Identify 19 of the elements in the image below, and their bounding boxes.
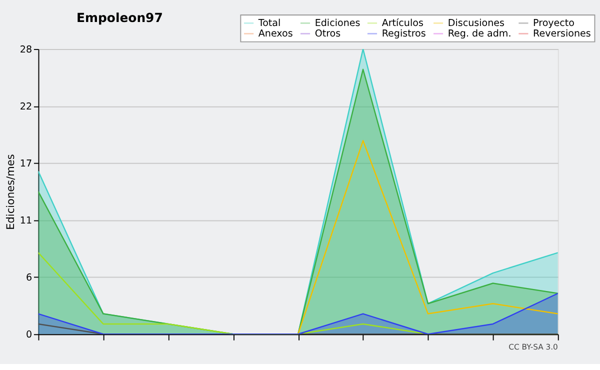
legend-label: Artículos — [382, 18, 424, 30]
legend-label: Reg. de adm. — [448, 28, 512, 40]
y-tick-label: 6 — [26, 272, 32, 284]
y-tick-label: 17 — [20, 158, 32, 170]
legend-label: Registros — [382, 28, 426, 40]
legend-label: Otros — [314, 28, 341, 40]
legend-label: Reversiones — [533, 28, 591, 40]
text: CC BY-SA 3.0 — [508, 342, 558, 352]
legend-label: Total — [257, 18, 281, 30]
legend-label: Ediciones — [314, 18, 360, 30]
y-tick-label: 0 — [26, 330, 32, 340]
y-tick-label: 11 — [20, 215, 32, 226]
legend-label: Anexos — [258, 28, 293, 40]
y-axis-title: Ediciones/mes — [5, 154, 18, 230]
y-tick-label: 28 — [20, 44, 32, 56]
chart-title: Empoleon97 — [76, 10, 163, 26]
legend-label: Discusiones — [448, 18, 505, 30]
legend-label: Proyecto — [533, 18, 575, 30]
y-tick-label: 22 — [20, 101, 32, 112]
